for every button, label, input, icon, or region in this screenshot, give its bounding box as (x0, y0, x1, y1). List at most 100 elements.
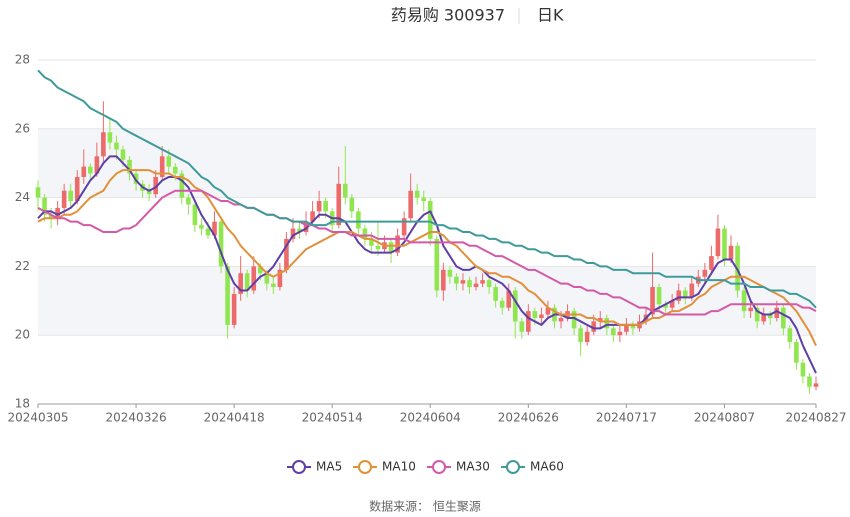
candle-body (532, 311, 538, 318)
y-tick-label: 28 (15, 53, 30, 67)
x-tick-label: 20240326 (106, 411, 167, 425)
candle-body (617, 331, 623, 336)
candle-body (441, 269, 446, 291)
legend-marker (358, 460, 372, 474)
candle-body (434, 238, 440, 291)
candle-body (506, 290, 512, 308)
candle-body (48, 214, 54, 219)
candle-body (663, 304, 668, 308)
candle-body (656, 287, 662, 305)
candle-body (264, 273, 270, 284)
candle-body (205, 228, 211, 236)
candle-body (179, 173, 185, 198)
candle-body (297, 228, 302, 232)
candle-body (356, 211, 361, 229)
ma-line (37, 169, 817, 346)
candle-body (728, 245, 734, 260)
candle-body (545, 307, 551, 315)
candle-body (127, 159, 132, 174)
candle-body (493, 287, 498, 301)
legend-label: MA30 (456, 460, 490, 474)
x-tick-label: 20240514 (302, 411, 363, 425)
candle-body (316, 201, 322, 212)
candle-body (244, 273, 250, 291)
candle-body (682, 290, 688, 298)
candle-body (225, 266, 230, 325)
candle-body (715, 228, 721, 257)
candle-body (421, 197, 427, 202)
y-tick-label: 22 (15, 259, 30, 273)
candle-body (199, 225, 204, 229)
y-tick-label: 20 (15, 328, 30, 342)
y-tick-label: 18 (15, 397, 30, 411)
candle-body (94, 156, 100, 174)
ma-line (37, 155, 817, 374)
candle-body (741, 290, 747, 312)
candle-body (467, 280, 472, 288)
x-tick-label: 20240305 (7, 411, 68, 425)
candle-body (388, 242, 394, 253)
candle-body (813, 383, 819, 387)
legend-marker (432, 460, 446, 474)
candle-body (290, 228, 296, 239)
candle-body (107, 132, 113, 143)
candle-body (375, 245, 381, 250)
ma-line (37, 189, 817, 316)
candle-body (591, 321, 597, 332)
candle-body (754, 307, 760, 322)
source-note: 数据来源： 恒生聚源 (369, 499, 481, 514)
candle-body (277, 269, 283, 288)
candle-body (342, 183, 348, 198)
legend-label: MA10 (382, 460, 416, 474)
x-tick-label: 20240807 (694, 411, 755, 425)
candle-body (460, 280, 466, 284)
legend-label: MA60 (530, 460, 564, 474)
candle-body (35, 187, 41, 198)
candle-body (186, 197, 191, 205)
candle-body (88, 166, 93, 174)
candle-body (284, 238, 289, 270)
candle-body (68, 190, 73, 202)
candle-body (251, 266, 257, 291)
y-tick-label: 26 (15, 121, 30, 135)
candle-body (787, 328, 793, 343)
candle-body (669, 300, 675, 308)
candle-body (42, 197, 47, 215)
candle-body (558, 318, 564, 322)
candle-body (519, 321, 525, 332)
candle-body (414, 190, 420, 198)
candle-body (303, 221, 309, 232)
split-area (38, 266, 816, 336)
candle-body (231, 293, 237, 325)
candle-body (499, 300, 505, 308)
candle-body (408, 190, 413, 219)
x-tick-label: 20240604 (400, 411, 461, 425)
candle-body (120, 149, 126, 160)
candle-body (192, 204, 198, 226)
candle-body (447, 269, 453, 277)
candle-body (480, 280, 485, 284)
y-tick-label: 24 (15, 190, 30, 204)
candle-body (774, 307, 780, 318)
candle-body (159, 156, 165, 177)
candle-body (761, 314, 766, 322)
candle-body (486, 280, 492, 288)
candle-body (473, 283, 479, 288)
candle-body (395, 235, 400, 253)
candle-body (238, 273, 243, 294)
candle-body (624, 324, 629, 332)
x-tick-label: 20240717 (596, 411, 657, 425)
candle-body (310, 211, 315, 222)
candle-body (114, 142, 119, 150)
candle-body (454, 276, 459, 284)
legend-marker (506, 460, 520, 474)
candle-body (578, 328, 583, 343)
candle-body (800, 362, 806, 377)
legend-marker (292, 460, 306, 474)
candle-body (584, 331, 590, 343)
ma-line (37, 69, 817, 309)
candle-body (172, 166, 178, 174)
candle-body (597, 318, 603, 322)
candle-body (539, 314, 544, 318)
